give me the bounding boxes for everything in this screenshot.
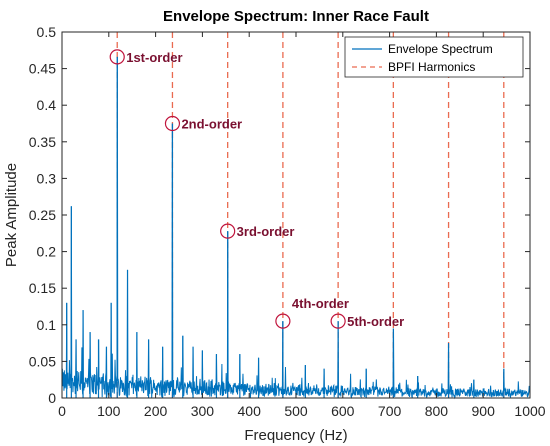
y-tick-label: 0.2 <box>37 244 57 260</box>
x-tick-label: 300 <box>191 403 215 419</box>
x-axis-label: Frequency (Hz) <box>244 427 347 444</box>
annotation-label: 1st-order <box>126 50 182 65</box>
annotation-label: 2nd-order <box>181 117 242 132</box>
y-tick-label: 0.15 <box>29 280 56 296</box>
x-tick-label: 0 <box>58 403 66 419</box>
legend-label-spectrum: Envelope Spectrum <box>388 42 493 56</box>
envelope-spectrum-series <box>61 56 531 400</box>
x-tick-label: 600 <box>331 403 355 419</box>
x-tick-label: 400 <box>238 403 262 419</box>
x-tick-label: 1000 <box>514 403 545 419</box>
annotations: 1st-order 2nd-order 3rd-order 4th-order 5th-… <box>109 49 404 329</box>
x-tick-label: 500 <box>284 403 308 419</box>
x-tick-label: 700 <box>378 403 402 419</box>
x-tick-label: 100 <box>97 403 121 419</box>
y-tick-label: 0.4 <box>37 97 57 113</box>
y-axis-label: Peak Amplitude <box>3 163 20 267</box>
annotation-circle <box>109 49 125 65</box>
y-tick-label: 0.5 <box>37 24 57 40</box>
annotation-label: 3rd-order <box>237 224 295 239</box>
axis-ticks: 0 100 200 300 400 500 600 700 800 900 1000 0 0.05 0.1… <box>29 24 546 419</box>
plot-area-background <box>62 32 530 398</box>
y-tick-label: 0.25 <box>29 207 56 223</box>
annotation-label: 5th-order <box>347 314 404 329</box>
legend-label-harmonics: BPFI Harmonics <box>388 60 475 74</box>
annotation-circle <box>330 313 346 329</box>
x-tick-label: 200 <box>144 403 168 419</box>
y-tick-label: 0 <box>48 390 56 406</box>
annotation-circle <box>164 115 181 132</box>
y-tick-label: 0.05 <box>29 353 56 369</box>
legend: Envelope Spectrum BPFI Harmonics <box>344 36 524 78</box>
annotation-label: 4th-order <box>292 296 349 311</box>
annotation-circle <box>220 223 236 239</box>
annotation-circle <box>275 313 291 329</box>
y-tick-label: 0.45 <box>29 61 56 77</box>
y-tick-label: 0.1 <box>37 317 57 333</box>
y-tick-label: 0.35 <box>29 134 56 150</box>
y-tick-label: 0.3 <box>37 170 57 186</box>
legend-box <box>344 36 524 78</box>
x-tick-label: 800 <box>425 403 449 419</box>
x-tick-label: 900 <box>472 403 496 419</box>
chart-title: Envelope Spectrum: Inner Race Fault <box>163 8 429 25</box>
